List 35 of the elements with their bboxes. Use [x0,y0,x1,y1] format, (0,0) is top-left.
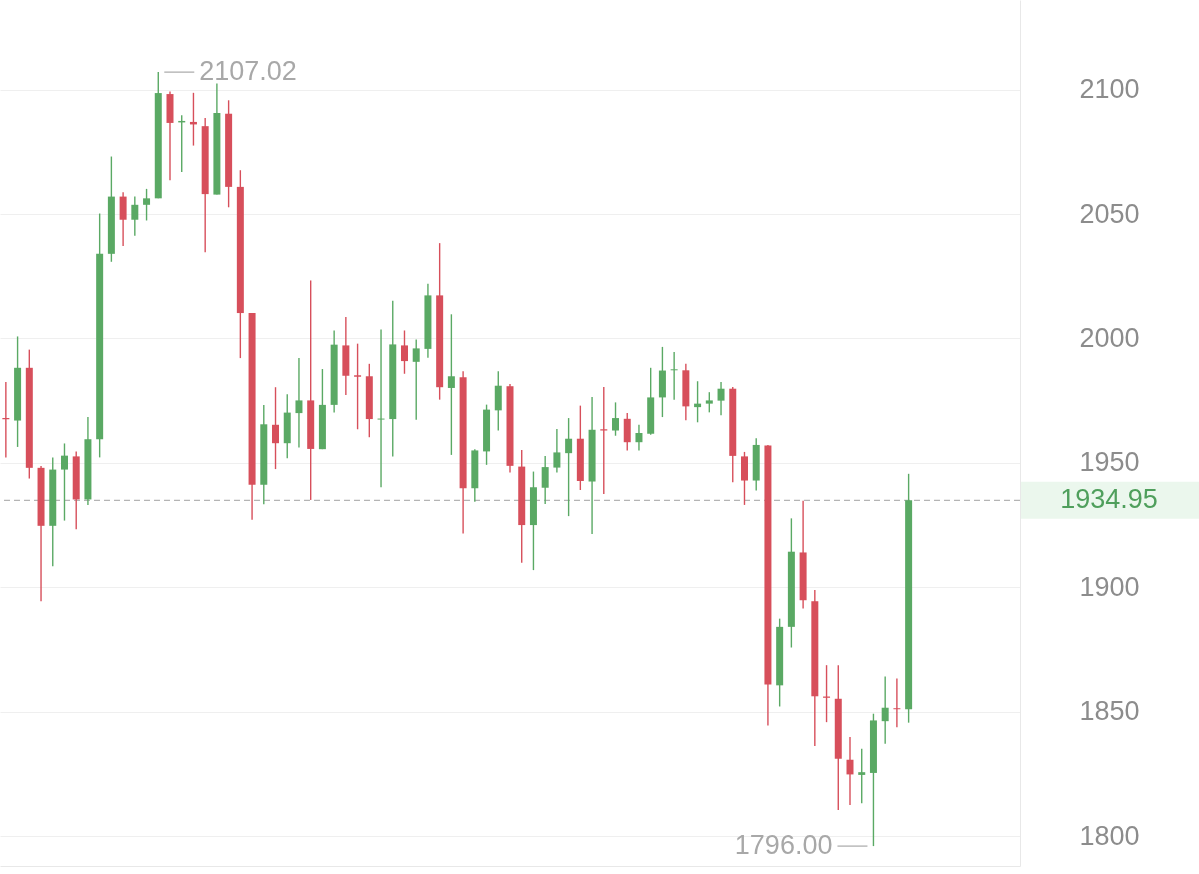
candlestick [612,401,620,437]
candlestick [412,338,420,421]
candlestick [272,386,280,470]
candlestick [635,424,643,452]
candlestick [705,391,713,414]
candlestick [846,736,854,806]
candlestick [600,386,608,495]
y-tick-label: 2100 [1079,74,1140,105]
candlestick [717,381,725,417]
candlestick [565,417,573,517]
y-tick-label: 1950 [1079,447,1140,478]
candlestick [553,428,561,474]
candlestick [131,195,139,237]
candlestick [295,357,303,449]
candlestick [858,748,866,804]
candlestick [447,313,455,456]
candlestick [143,188,151,222]
candlestick [400,329,408,375]
y-tick-label: 2000 [1079,322,1140,353]
candlestick [623,412,631,452]
y-tick-label: 1900 [1079,571,1140,602]
candlestick [60,442,68,522]
candlestick [377,328,385,488]
candlestick [881,675,889,745]
candlestick [541,455,549,505]
annotation: 1796.00 [734,830,833,861]
annotation: 2107.02 [199,56,297,87]
candlestick [893,677,901,728]
y-tick-label: 1800 [1079,820,1140,851]
candlestick [354,342,362,430]
y-tick-label: 2050 [1079,198,1140,229]
candlestick [670,351,678,401]
candlestick [119,191,127,247]
y-tick-label: 1850 [1079,696,1140,727]
ref-line-label: 1934.95 [1060,484,1158,515]
